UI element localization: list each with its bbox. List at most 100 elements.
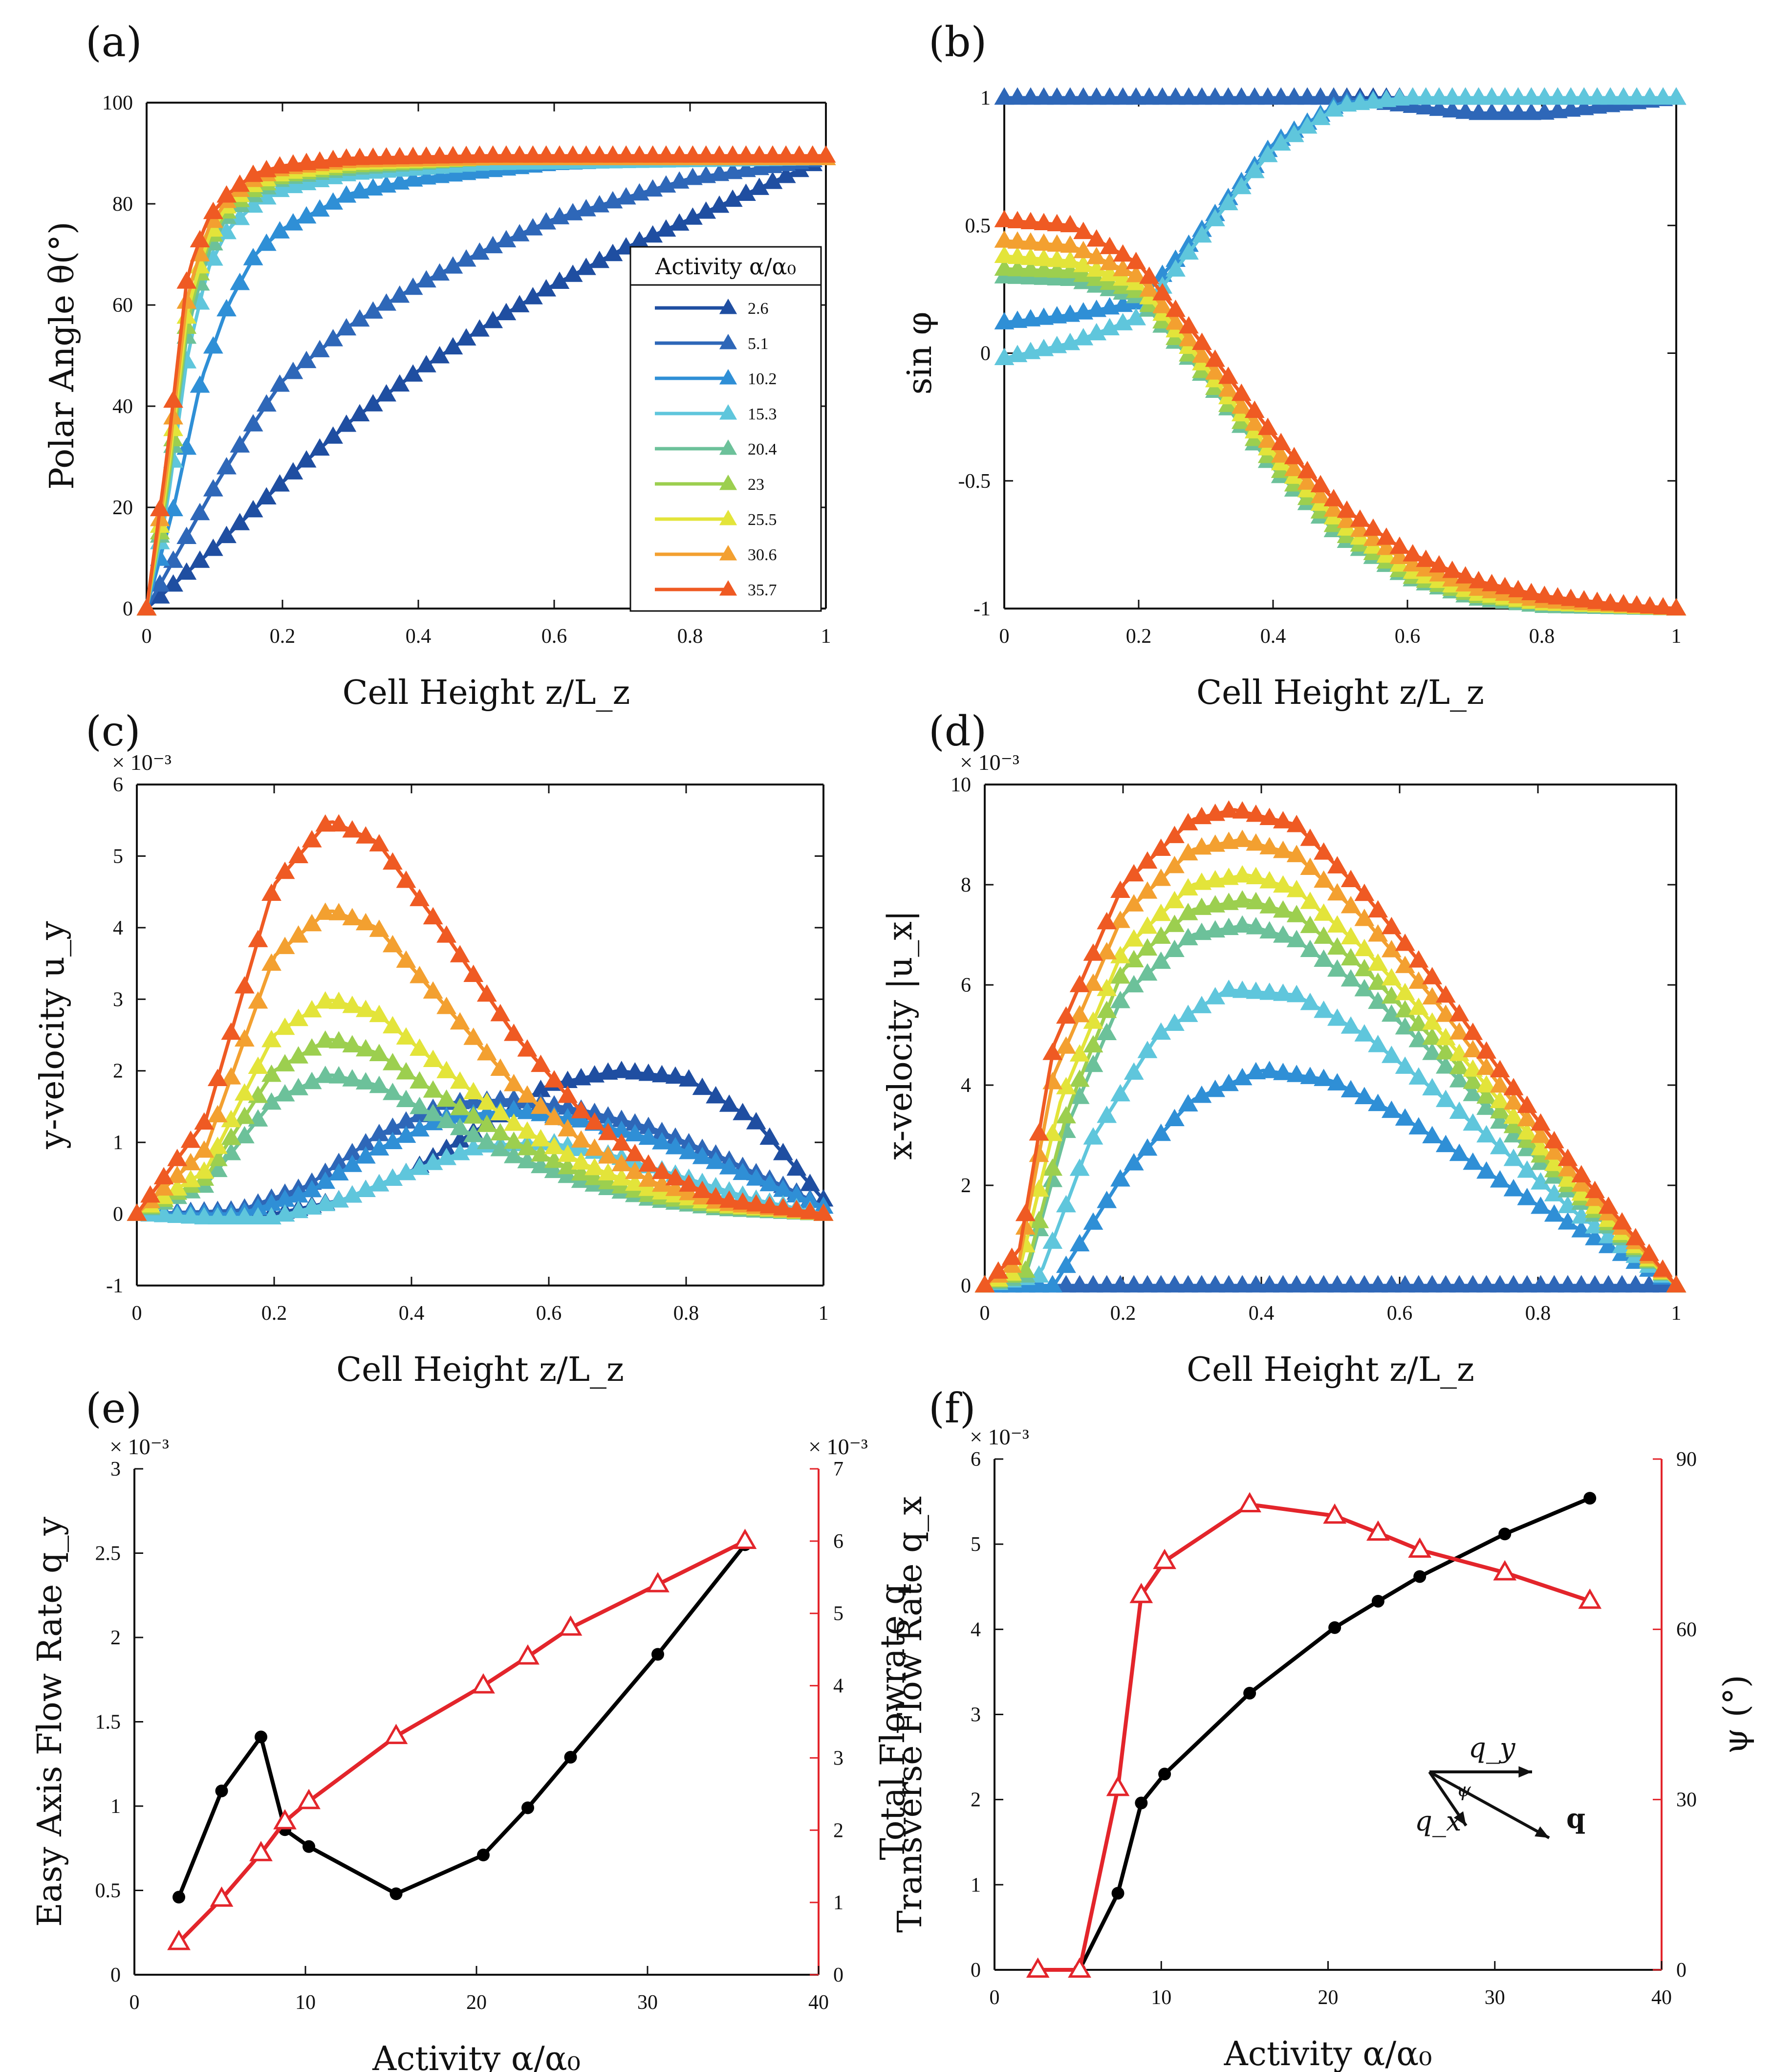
data-point [1381, 1046, 1402, 1063]
data-point [509, 145, 530, 163]
y-tick-label: 1.5 [95, 1711, 121, 1734]
data-point [416, 355, 436, 372]
series-35.7 [974, 800, 1687, 1293]
data-point [1042, 1158, 1063, 1176]
data-point [403, 147, 423, 164]
data-point [746, 1194, 766, 1212]
data-point [1273, 983, 1293, 1001]
data-point [1463, 1040, 1483, 1057]
x-axis-label: Activity α/α₀ [1224, 2035, 1432, 2072]
data-point [1435, 1134, 1456, 1153]
y-axis-label-right: ψ (°) [1717, 1675, 1755, 1754]
data-point [1442, 87, 1463, 105]
data-point [1178, 813, 1198, 830]
data-point [1100, 318, 1120, 335]
data-point [1449, 1057, 1470, 1074]
data-point [369, 1004, 389, 1023]
data-point [436, 1061, 457, 1078]
y-tick-label: 60 [112, 294, 133, 317]
data-point [1503, 1092, 1524, 1110]
data-point [275, 937, 295, 954]
data-point [328, 1190, 349, 1208]
legend-marker [719, 509, 737, 525]
data-point [1300, 829, 1320, 846]
data-point [776, 145, 796, 163]
data-point [1126, 264, 1146, 283]
data-point [423, 1080, 443, 1098]
data-point [443, 146, 463, 164]
data-point [1135, 1796, 1148, 1810]
data-point [1126, 307, 1146, 326]
q-arrow-head [1535, 1826, 1549, 1838]
data-point [1110, 880, 1130, 898]
data-point [315, 1066, 336, 1083]
data-point [1612, 1212, 1632, 1230]
data-point [410, 889, 430, 906]
y-multiplier-right: × 10⁻³ [808, 1434, 868, 1459]
data-point [1097, 1001, 1117, 1018]
data-point [1490, 1275, 1510, 1293]
data-point [1286, 930, 1307, 947]
data-point [1097, 1105, 1117, 1123]
data-point [472, 1673, 495, 1694]
data-point [194, 1207, 215, 1224]
plot-area [994, 87, 1687, 616]
data-point [1246, 916, 1266, 935]
data-point [355, 826, 376, 844]
data-point [1056, 1036, 1076, 1054]
data-point [1166, 259, 1186, 277]
data-point [1284, 447, 1304, 464]
data-point [1327, 883, 1347, 901]
x-tick-label: 10 [295, 1991, 316, 2014]
data-point [1422, 1078, 1443, 1096]
data-point [1151, 903, 1171, 921]
legend-entry: 10.2 [748, 370, 777, 388]
data-point [1020, 212, 1041, 229]
series-5.1 [974, 1275, 1687, 1293]
data-point [469, 145, 490, 163]
data-point [463, 964, 484, 982]
data-point [1395, 1275, 1415, 1293]
data-point [342, 1185, 363, 1203]
data-point [1100, 253, 1120, 270]
data-point [1152, 283, 1172, 301]
data-point [423, 1049, 443, 1067]
data-point [1625, 1275, 1646, 1293]
data-point [176, 291, 197, 309]
data-point [1408, 1537, 1432, 1558]
data-point [1232, 890, 1253, 908]
data-point [1503, 1106, 1524, 1124]
data-point [1257, 145, 1278, 162]
data-point [150, 499, 170, 517]
data-point [1069, 1234, 1090, 1252]
data-point [355, 1000, 376, 1017]
data-point [1310, 486, 1331, 503]
data-point [733, 1162, 753, 1180]
x-tick-label: 30 [1485, 1986, 1505, 2009]
data-point [1327, 937, 1347, 955]
data-point [249, 1841, 273, 1861]
data-point [531, 1156, 551, 1174]
data-point [496, 145, 517, 163]
y-tick-label-right: 7 [833, 1458, 843, 1481]
data-point [1341, 1080, 1361, 1097]
data-point [802, 145, 823, 163]
data-point [180, 1130, 201, 1148]
y-tick-label-right: 30 [1676, 1789, 1697, 1811]
data-point [256, 394, 277, 412]
data-point [270, 374, 290, 392]
data-point [383, 852, 403, 870]
data-point [1083, 1275, 1103, 1293]
data-point [1007, 211, 1028, 228]
panel-label: (c) [86, 707, 141, 755]
data-point [273, 1809, 297, 1830]
data-point [517, 1121, 538, 1139]
x-tick-label: 0 [142, 625, 152, 648]
data-point [719, 1094, 739, 1112]
data-point [1007, 259, 1028, 277]
data-point [215, 1784, 228, 1797]
data-point [1544, 1154, 1564, 1171]
data-point [1007, 310, 1028, 328]
data-point [1517, 1275, 1537, 1293]
legend-marker [719, 404, 737, 420]
